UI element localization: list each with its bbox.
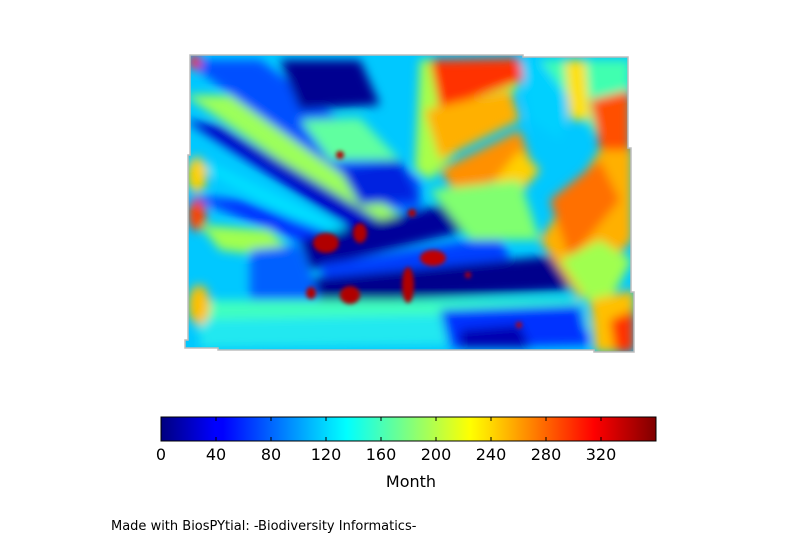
colorbar-label: Month (386, 472, 436, 491)
heatmap-border (184, 54, 635, 353)
colorbar-tick-label: 0 (156, 445, 166, 464)
credit-text: Made with BiosPYtial: -Biodiversity Info… (111, 519, 417, 534)
colorbar-ticks: 0 40 80 120 160 200 240 280 320 (156, 417, 616, 464)
colorbar-tick-label: 160 (366, 445, 397, 464)
colorbar-tick-label: 240 (476, 445, 507, 464)
colorbar: 0 40 80 120 160 200 240 280 320 Month (156, 416, 657, 491)
colorbar-tick-label: 40 (206, 445, 226, 464)
colorbar-gradient (160, 416, 657, 442)
colorbar-tick-label: 280 (531, 445, 562, 464)
colorbar-tick-label: 320 (586, 445, 617, 464)
colorbar-tick-label: 200 (421, 445, 452, 464)
colorbar-tick-label: 80 (261, 445, 281, 464)
colorbar-tick-label: 120 (311, 445, 342, 464)
heatmap-raster (185, 55, 634, 352)
